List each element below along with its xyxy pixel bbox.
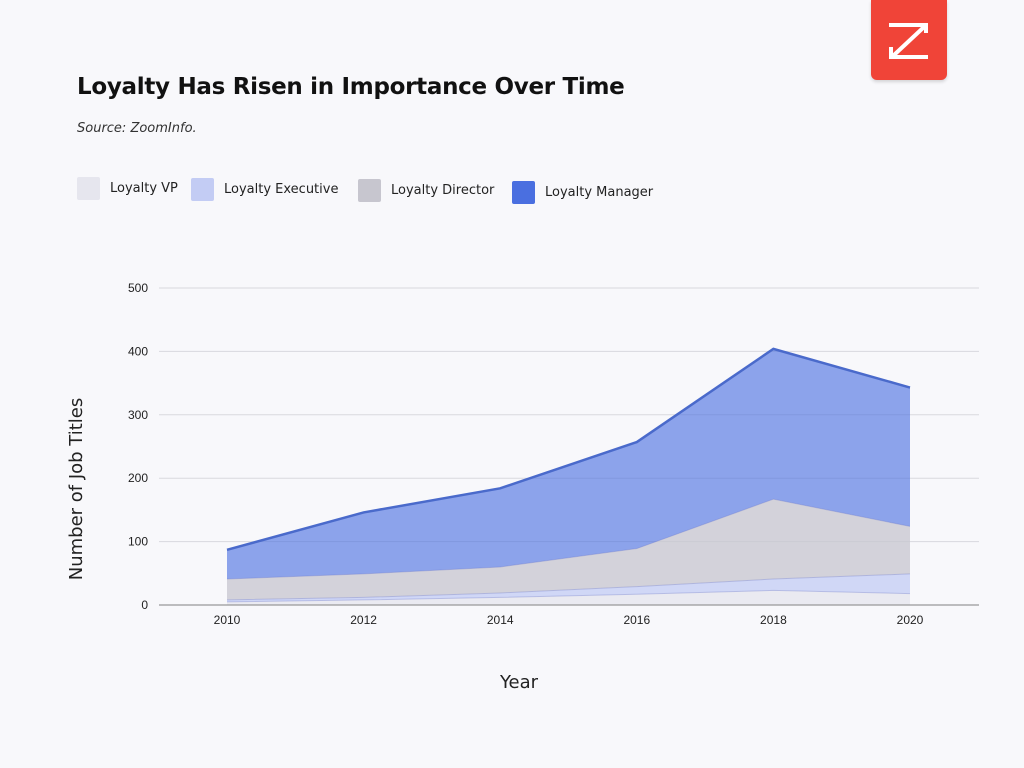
legend-item-loyalty-vp: Loyalty VP — [77, 177, 178, 200]
x-tick-label: 2016 — [623, 613, 650, 627]
area-loyalty-director — [227, 499, 910, 600]
zoominfo-logo — [871, 0, 947, 80]
y-tick-label: 200 — [128, 471, 148, 485]
x-tick-label: 2018 — [760, 613, 787, 627]
legend-swatch-loyalty-director — [358, 179, 381, 202]
y-tick-label: 400 — [128, 344, 148, 358]
legend-item-loyalty-manager: Loyalty Manager — [512, 181, 653, 204]
line-loyalty-manager — [226, 347, 911, 552]
y-tick-label: 0 — [141, 598, 148, 612]
line-loyalty-director — [226, 498, 911, 580]
x-tick-label: 2014 — [487, 613, 514, 627]
legend-swatch-loyalty-vp — [77, 177, 100, 200]
x-axis-label: Year — [499, 672, 539, 693]
legend-item-loyalty-executive: Loyalty Executive — [191, 178, 338, 201]
legend-swatch-loyalty-executive — [191, 178, 214, 201]
x-tick-label: 2010 — [214, 613, 241, 627]
y-tick-label: 300 — [128, 408, 148, 422]
y-tick-label: 500 — [128, 281, 148, 295]
x-tick-label: 2012 — [350, 613, 377, 627]
area-loyalty-manager — [227, 348, 910, 580]
x-tick-label: 2020 — [897, 613, 924, 627]
legend-label-loyalty-vp: Loyalty VP — [110, 181, 178, 196]
area-layer — [226, 347, 911, 605]
axis-layer: 0 100 200 300 400 500 2010 2012 2014 2016 2018 2020 — [128, 281, 979, 627]
line-loyalty-executive — [226, 573, 911, 601]
legend-swatch-loyalty-manager — [512, 181, 535, 204]
legend-label-loyalty-executive: Loyalty Executive — [224, 182, 339, 197]
legend-label-loyalty-director: Loyalty Director — [391, 183, 495, 198]
chart-title: Loyalty Has Risen in Importance Over Tim… — [77, 74, 625, 100]
y-axis-label: Number of Job Titles — [66, 398, 87, 581]
y-tick-label: 100 — [128, 535, 148, 549]
area-loyalty-vp — [227, 590, 910, 605]
chart-source: Source: ZoomInfo. — [77, 121, 197, 136]
line-loyalty-vp — [226, 589, 911, 603]
legend-label-loyalty-manager: Loyalty Manager — [545, 185, 654, 200]
z-logo-icon — [889, 23, 928, 59]
area-loyalty-executive — [227, 573, 910, 602]
legend-item-loyalty-director: Loyalty Director — [358, 179, 494, 202]
